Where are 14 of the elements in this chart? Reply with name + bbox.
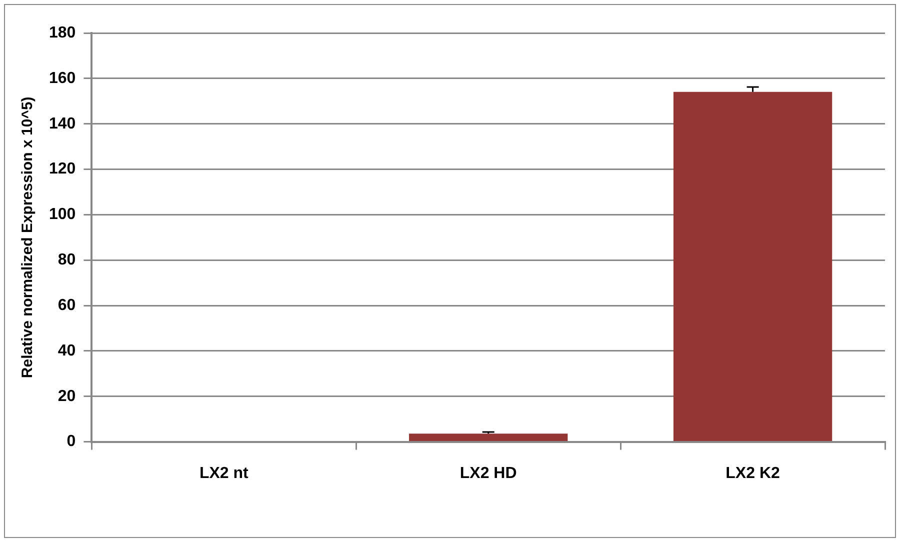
x-tick-label: LX2 HD bbox=[460, 464, 517, 482]
y-tick-label: 20 bbox=[58, 388, 76, 405]
y-tick-label: 40 bbox=[58, 342, 76, 360]
y-tick-label: 140 bbox=[48, 115, 76, 132]
y-axis-title: Relative normalized Expression x 10^5) bbox=[19, 96, 36, 378]
y-tick-label: 100 bbox=[48, 206, 76, 224]
x-tick-label: LX2 nt bbox=[199, 464, 250, 482]
y-tick-label: 160 bbox=[48, 70, 76, 87]
y-tick-label: 0 bbox=[66, 433, 76, 450]
y-tick-label: 180 bbox=[48, 24, 76, 42]
x-tick-label: LX2 K2 bbox=[726, 464, 780, 482]
y-tick-label: 80 bbox=[58, 252, 76, 269]
y-tick-label: 120 bbox=[48, 160, 76, 178]
y-tick-label: 60 bbox=[58, 296, 76, 314]
